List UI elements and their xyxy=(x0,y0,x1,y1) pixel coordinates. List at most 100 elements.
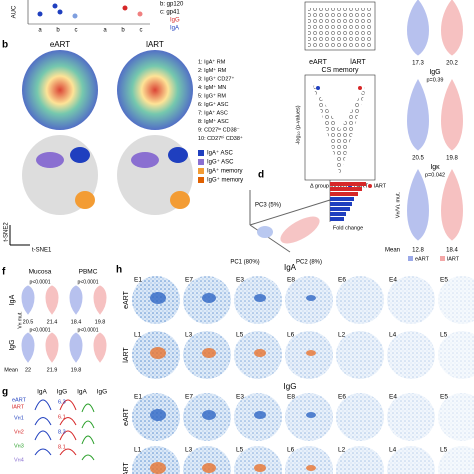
label: t-SNE2 xyxy=(4,222,10,242)
sample-label: L1 xyxy=(134,447,142,454)
violin xyxy=(21,285,35,315)
violin xyxy=(407,78,429,151)
bar xyxy=(330,202,352,206)
violin xyxy=(69,285,83,315)
label: Mucosa xyxy=(29,269,52,276)
legend-swatch xyxy=(198,168,204,174)
sample-label: L5 xyxy=(440,332,448,339)
label: p<0.0001 xyxy=(30,279,51,285)
spot-center xyxy=(202,463,216,473)
sample-label: L2 xyxy=(338,332,346,339)
label: 20.5 xyxy=(23,319,34,325)
label: IgA xyxy=(170,26,179,32)
label: 1: IgA⁺ RM xyxy=(198,58,226,65)
label: eART xyxy=(123,407,130,425)
spot-center xyxy=(306,295,316,301)
spot-plate xyxy=(336,331,384,379)
label: 18.4 xyxy=(446,248,458,254)
label: 8: IgM⁺ ASC xyxy=(198,118,229,125)
spot-plate xyxy=(438,276,474,324)
label: Mean xyxy=(4,367,18,373)
label: f xyxy=(2,267,6,278)
label: 21.4 xyxy=(47,319,58,325)
sample-label: L3 xyxy=(185,332,193,339)
panel-c xyxy=(304,1,376,181)
spot-plate xyxy=(234,446,282,474)
bar xyxy=(330,212,346,216)
violin xyxy=(407,168,429,241)
label: 18.4 xyxy=(71,319,82,325)
label: CS memory xyxy=(322,67,359,74)
label: IgA xyxy=(284,263,297,272)
violin xyxy=(441,0,463,56)
label: eART xyxy=(309,59,327,66)
label: lART xyxy=(374,183,387,189)
spot-plate xyxy=(132,446,180,474)
label: IgA⁺ memory xyxy=(207,168,243,175)
spot-center xyxy=(150,292,166,304)
spot-center xyxy=(306,350,316,356)
label: PC2 (8%) xyxy=(296,260,322,266)
label: IgG⁺ memory xyxy=(207,177,243,184)
violin xyxy=(45,285,59,315)
label: lART xyxy=(12,404,25,410)
label: h xyxy=(116,265,122,276)
spot-plate xyxy=(387,331,435,379)
sample-label: E1 xyxy=(134,394,142,401)
sample-label: L3 xyxy=(185,447,193,454)
sample-label: E8 xyxy=(287,394,295,401)
label: 6.1 xyxy=(58,414,66,420)
sample-label: E3 xyxy=(236,394,244,401)
label: 2: IgM⁺ RM xyxy=(198,67,227,74)
legend-swatch xyxy=(408,256,413,261)
sample-label: L4 xyxy=(389,447,397,454)
label: Fold change xyxy=(333,225,363,231)
label: eART xyxy=(123,290,130,308)
spot-center xyxy=(254,464,266,472)
label: c xyxy=(140,28,143,34)
label: IgG xyxy=(170,18,180,24)
label: b xyxy=(121,28,125,34)
sample-label: L1 xyxy=(134,332,142,339)
spot-center xyxy=(150,409,166,421)
spot-center xyxy=(202,348,216,358)
label: p=0.39 xyxy=(427,77,444,83)
legend-swatch xyxy=(440,256,445,261)
label: Δ group means xyxy=(310,183,347,189)
label: lART xyxy=(350,59,366,66)
label: eART xyxy=(12,397,27,403)
label: PC1 (80%) xyxy=(230,260,259,266)
label: 5: IgG⁺ RM xyxy=(198,92,226,99)
label: Vʜ3 xyxy=(14,443,24,449)
spot-plate xyxy=(387,446,435,474)
sample-label: E7 xyxy=(185,277,193,284)
bar xyxy=(330,197,354,201)
spot-plate xyxy=(387,393,435,441)
label: lART xyxy=(447,256,460,262)
sample-label: E1 xyxy=(134,277,142,284)
spot-center xyxy=(254,411,266,419)
label: 7: IgA⁺ ASC xyxy=(198,109,228,116)
label: 4: IgM⁺ MN xyxy=(198,84,226,91)
label: b xyxy=(2,40,8,51)
label: PBMC xyxy=(79,269,98,276)
spot-center xyxy=(202,293,216,303)
label: Vʜ2 xyxy=(14,429,24,435)
label: lART xyxy=(123,462,130,474)
sample-label: L5 xyxy=(236,447,244,454)
spot-plate xyxy=(438,446,474,474)
label: b: gp120 xyxy=(160,2,184,8)
label: AUC xyxy=(12,5,18,18)
label: 20.5 xyxy=(412,156,424,162)
panel-e xyxy=(21,0,463,363)
sample-label: E5 xyxy=(440,277,448,284)
label: Mean xyxy=(385,248,400,254)
label: p<0.0001 xyxy=(30,327,51,333)
spot-plate xyxy=(285,446,333,474)
label: b xyxy=(56,28,60,34)
panel-d xyxy=(249,180,331,253)
label: 3: IgG⁺ CD27⁺ xyxy=(198,75,234,82)
legend-swatch xyxy=(198,150,204,156)
